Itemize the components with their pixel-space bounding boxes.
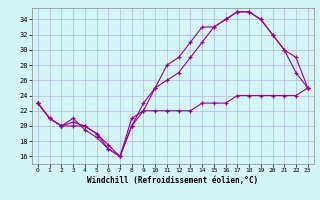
X-axis label: Windchill (Refroidissement éolien,°C): Windchill (Refroidissement éolien,°C) [87, 176, 258, 185]
